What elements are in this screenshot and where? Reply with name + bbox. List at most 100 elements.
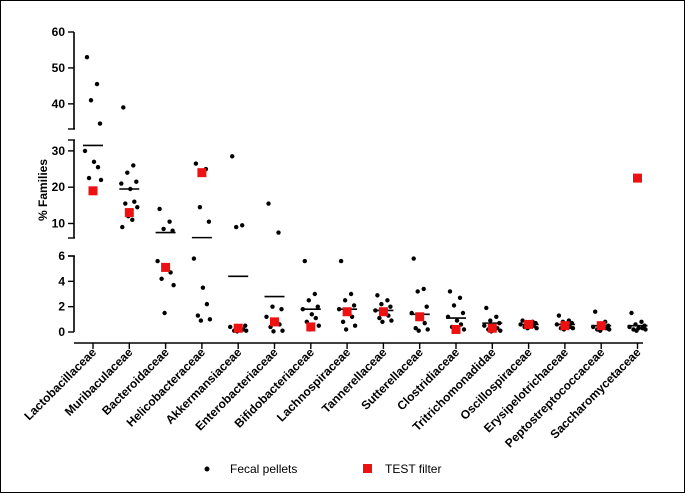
fecal-pellet-point-14-0 (593, 309, 598, 314)
fecal-pellet-point-6-2 (306, 298, 311, 303)
test-filter-point-8 (378, 307, 388, 317)
fecal-pellet-point-9-1 (421, 286, 426, 292)
fecal-pellet-point-3-5 (200, 285, 206, 290)
fecal-pellet-point-9-3 (424, 304, 429, 309)
fecal-pellet-point-0-5 (91, 159, 97, 164)
y-tick-label-0: 0 (58, 325, 65, 339)
test-filter-point-11 (487, 323, 497, 333)
fecal-pellet-point-7-8 (352, 323, 358, 328)
y-tick-label-4: 4 (58, 274, 65, 288)
y-tick-label-2: 2 (58, 300, 65, 314)
fecal-pellet-point-0-0 (84, 54, 90, 60)
fecal-pellet-point-1-1 (131, 163, 136, 168)
fecal-pellet-point-2-2 (161, 226, 166, 232)
fecal-pellet-point-15-8 (643, 327, 648, 332)
fecal-pellet-point-14-4 (591, 324, 596, 330)
test-filter-point-2 (161, 262, 171, 272)
y-tick-label-20: 20 (52, 180, 66, 194)
fecal-pellet-point-9-7 (413, 326, 418, 331)
fecal-pellet-point-4-2 (234, 224, 239, 230)
fecal-pellet-point-3-0 (193, 161, 199, 166)
test-filter-point-6 (306, 322, 316, 332)
fecal-pellet-point-6-6 (313, 315, 318, 321)
fecal-pellet-point-8-7 (377, 315, 382, 321)
fecal-pellet-point-10-2 (451, 303, 457, 308)
fecal-pellet-point-15-9 (634, 328, 639, 333)
category-label-clostridiaceae: Clostridiaceae (394, 345, 462, 413)
fecal-pellet-point-9-2 (415, 289, 420, 294)
fecal-pellet-point-6-0 (302, 258, 307, 264)
fecal-pellet-point-1-6 (132, 199, 137, 204)
fecal-pellet-point-3-4 (191, 256, 197, 261)
fecal-pellet-point-3-9 (198, 318, 204, 323)
legend-label-test-filter: TEST filter (385, 462, 441, 476)
fecal-pellet-point-5-2 (270, 304, 275, 309)
fecal-pellet-point-1-10 (130, 217, 135, 223)
fecal-pellet-point-6-4 (300, 307, 305, 312)
fecal-pellet-point-9-4 (409, 310, 414, 316)
fecal-pellet-point-9-0 (411, 256, 416, 261)
fecal-pellet-point-0-7 (86, 175, 92, 181)
fecal-pellet-point-6-8 (316, 323, 321, 328)
fecal-pellet-point-3-6 (204, 301, 210, 307)
y-tick-label-60: 60 (52, 25, 66, 39)
fecal-pellet-point-2-0 (157, 206, 162, 212)
fecal-pellet-point-3-3 (206, 219, 212, 224)
fecal-pellet-point-2-8 (171, 282, 176, 288)
test-filter-point-15 (633, 173, 642, 183)
fecal-pellet-point-15-0 (629, 310, 634, 316)
fecal-pellet-point-8-9 (380, 319, 385, 325)
fecal-pellet-point-8-4 (373, 308, 378, 313)
fecal-pellet-point-1-5 (128, 186, 133, 192)
test-filter-point-1 (124, 208, 134, 218)
y-axis: 0 2 4 6 10 20 30 40 50 60 (52, 25, 75, 339)
fecal-pellet-point-0-8 (98, 177, 104, 183)
fecal-pellet-point-0-4 (82, 148, 88, 154)
fecal-pellet-point-1-7 (123, 201, 128, 206)
fecal-pellet-point-6-3 (315, 304, 320, 309)
test-filter-point-4 (233, 323, 243, 333)
fecal-pellet-point-12-0 (520, 318, 525, 323)
fecal-pellet-point-5-0 (266, 201, 271, 206)
fecal-pellet-point-7-3 (351, 303, 357, 308)
fecal-pellet-point-5-8 (280, 328, 285, 333)
test-filter-point-5 (270, 317, 279, 327)
fecal-pellet-point-1-11 (120, 224, 125, 230)
legend-label-fecal-pellets: Fecal pellets (230, 462, 297, 476)
fecal-pellet-point-12-4 (518, 322, 523, 327)
test-filter-point-14 (596, 321, 606, 331)
fecal-pellet-point-1-4 (119, 181, 124, 186)
fecal-pellet-point-3-7 (195, 313, 201, 318)
fecal-pellet-point-4-0 (230, 154, 235, 159)
fecal-pellet-point-7-2 (342, 298, 348, 303)
fecal-pellet-point-15-2 (633, 322, 638, 327)
fecal-pellet-point-0-2 (88, 98, 94, 103)
category-label-tannerellaceae: Tannerellaceae (319, 345, 390, 416)
fecal-pellet-point-9-9 (416, 328, 421, 333)
fecal-pellet-point-13-4 (554, 322, 560, 327)
fecal-pellet-point-0-1 (94, 81, 100, 87)
test-filter-point-12 (524, 319, 534, 329)
fecal-pellet-point-5-9 (271, 329, 276, 334)
fecal-pellet-point-2-3 (170, 228, 175, 233)
category-labels: LactobacillaceaeMuribaculaceaeBacteroida… (21, 345, 644, 450)
fecal-pellet-point-5-1 (276, 230, 281, 235)
fecal-pellet-point-11-8 (498, 328, 503, 333)
fecal-pellet-point-11-4 (482, 323, 487, 328)
fecal-pellet-point-3-8 (207, 317, 213, 322)
fecal-pellet-point-2-9 (162, 310, 167, 316)
y-tick-label-6: 6 (58, 249, 65, 263)
fecal-pellet-point-8-1 (385, 298, 390, 303)
y-axis-label: % Families (36, 159, 50, 221)
fecal-pellet-point-4-4 (228, 324, 233, 330)
test-filter-point-9 (415, 312, 425, 322)
test-filter-point-7 (342, 307, 352, 317)
fecal-pellet-point-7-7 (340, 319, 346, 325)
fecal-pellet-point-5-4 (264, 314, 269, 319)
fecal-pellet-point-7-1 (348, 291, 354, 297)
fecal-pellet-point-15-4 (627, 324, 632, 330)
fecal-pellet-point-5-3 (279, 307, 284, 312)
fecal-pellet-point-14-8 (607, 327, 612, 332)
